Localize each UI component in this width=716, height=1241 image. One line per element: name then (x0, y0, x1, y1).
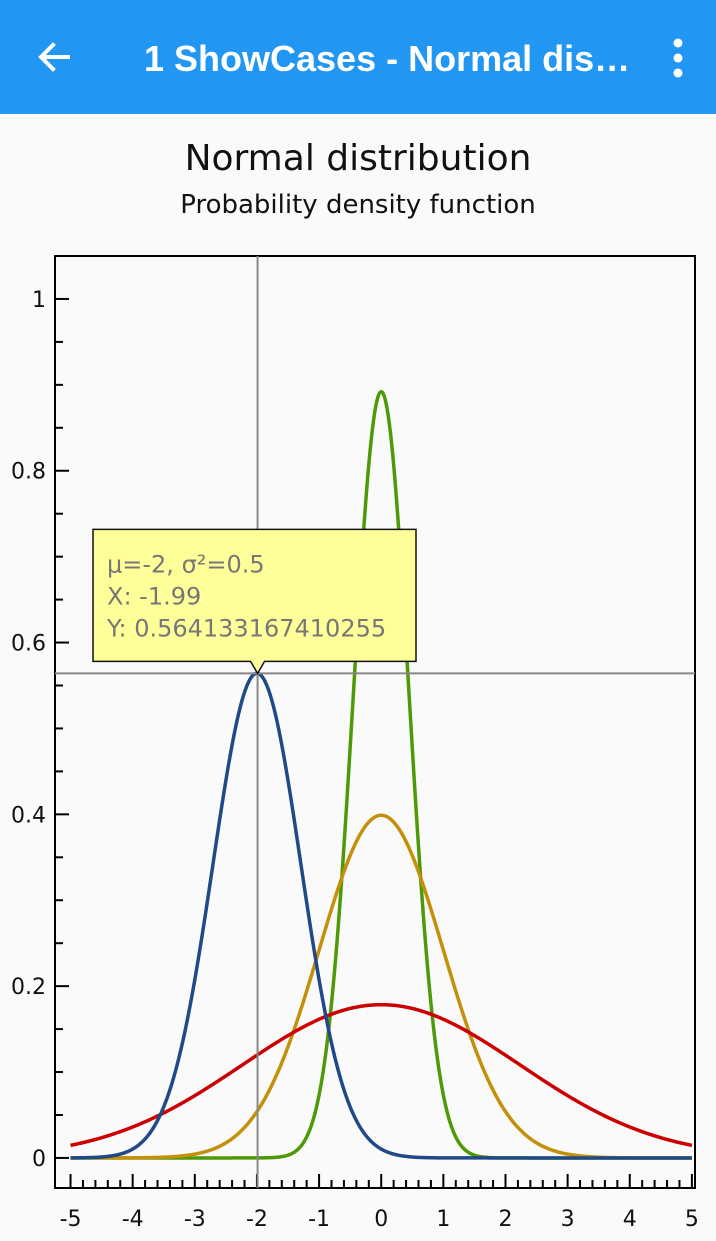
x-tick-label: -4 (122, 1207, 144, 1232)
y-tick-label: 0.6 (11, 632, 46, 657)
x-tick-label: 3 (561, 1207, 575, 1232)
tooltip-line3: Y: 0.564133167410255 (106, 614, 386, 642)
plot-frame (54, 255, 696, 1189)
y-tick-label: 0.2 (11, 975, 46, 1000)
more-vert-icon[interactable] (660, 36, 696, 80)
y-tick-label: 0.8 (11, 460, 46, 485)
x-tick-label: -3 (184, 1207, 206, 1232)
series-line-4[interactable] (69, 671, 693, 1160)
y-tick-label: 1 (32, 288, 46, 313)
series-line-3[interactable] (69, 1002, 693, 1148)
x-tick-label: 4 (623, 1207, 637, 1232)
arrow-back-icon[interactable] (34, 38, 74, 78)
x-tick-label: 2 (498, 1207, 512, 1232)
tooltip-line2: X: -1.99 (107, 582, 201, 610)
y-tick-label: 0 (32, 1147, 46, 1172)
x-tick-label: -5 (60, 1207, 82, 1232)
x-tick-label: 1 (436, 1207, 450, 1232)
tooltip: μ=-2, σ²=0.5 X: -1.99 Y: 0.5641331674102… (92, 528, 417, 675)
chart-subtitle: Probability density function (180, 190, 536, 220)
x-tick-label: -2 (246, 1207, 268, 1232)
x-tick-label: 5 (685, 1207, 699, 1232)
chart-title: Normal distribution (184, 138, 532, 179)
x-tick-label: -1 (308, 1207, 330, 1232)
y-tick-label: 0.4 (11, 803, 46, 828)
x-tick-label: 0 (374, 1207, 388, 1232)
tooltip-line1: μ=-2, σ²=0.5 (107, 550, 265, 578)
app-bar: 1 ShowCases - Normal distribution (0, 0, 716, 114)
